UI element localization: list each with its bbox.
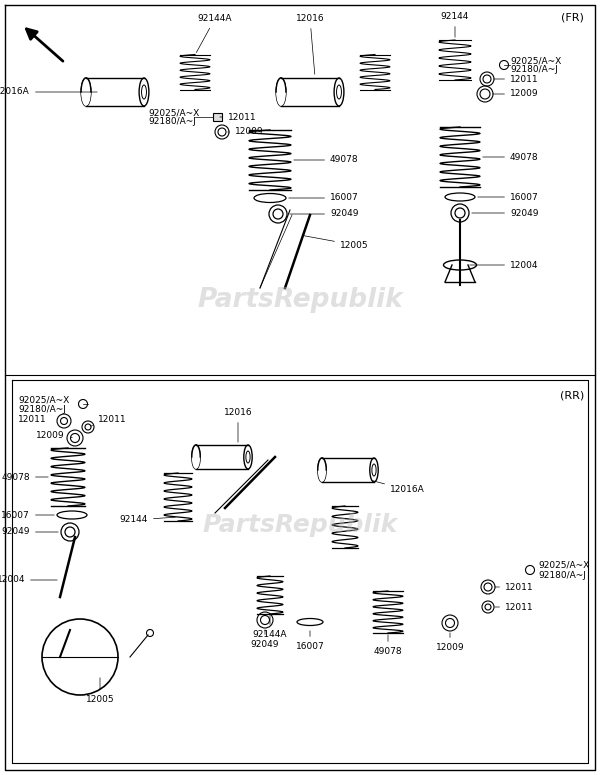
Ellipse shape bbox=[192, 445, 200, 469]
Text: 12011: 12011 bbox=[494, 74, 539, 84]
Ellipse shape bbox=[244, 445, 252, 469]
Text: 49078: 49078 bbox=[483, 153, 539, 161]
Text: 12011: 12011 bbox=[91, 415, 127, 426]
Text: 92180/A~J: 92180/A~J bbox=[18, 405, 66, 414]
Ellipse shape bbox=[81, 78, 91, 106]
Text: 92180/A~J: 92180/A~J bbox=[510, 66, 558, 74]
Ellipse shape bbox=[192, 445, 200, 469]
Text: 12011: 12011 bbox=[220, 112, 257, 122]
Text: 49078: 49078 bbox=[1, 473, 48, 481]
Ellipse shape bbox=[370, 458, 378, 482]
Text: (RR): (RR) bbox=[560, 390, 584, 400]
Text: 92049: 92049 bbox=[290, 209, 359, 219]
Text: 12011: 12011 bbox=[495, 583, 533, 591]
Text: 16007: 16007 bbox=[289, 194, 359, 202]
Text: 12009: 12009 bbox=[228, 128, 263, 136]
Text: 12009: 12009 bbox=[37, 430, 72, 439]
Text: 92049: 92049 bbox=[472, 208, 539, 218]
Text: 92144: 92144 bbox=[119, 515, 175, 525]
Ellipse shape bbox=[276, 78, 286, 106]
Text: 92144: 92144 bbox=[441, 12, 469, 37]
Text: 12016: 12016 bbox=[224, 408, 253, 443]
Text: PartsRepublik: PartsRepublik bbox=[202, 513, 398, 537]
Ellipse shape bbox=[318, 458, 326, 482]
Text: 12004: 12004 bbox=[470, 260, 539, 270]
Text: 12005: 12005 bbox=[303, 236, 368, 250]
Text: 12011: 12011 bbox=[495, 602, 533, 611]
Text: 92025/A~X: 92025/A~X bbox=[18, 395, 69, 405]
Text: 12005: 12005 bbox=[86, 678, 115, 704]
Ellipse shape bbox=[81, 78, 91, 106]
Text: 92025/A~X: 92025/A~X bbox=[510, 57, 561, 66]
Text: 12016A: 12016A bbox=[0, 88, 97, 97]
Text: 16007: 16007 bbox=[296, 631, 325, 651]
Text: 92025/A~X: 92025/A~X bbox=[538, 560, 589, 570]
Text: 12009: 12009 bbox=[436, 632, 464, 652]
Text: 49078: 49078 bbox=[294, 156, 359, 164]
Text: 12016A: 12016A bbox=[373, 480, 425, 494]
Text: 49078: 49078 bbox=[374, 635, 403, 656]
Text: 92049: 92049 bbox=[251, 630, 279, 649]
Ellipse shape bbox=[139, 78, 149, 106]
Text: 92144A: 92144A bbox=[253, 615, 287, 639]
Text: 92180/A~J: 92180/A~J bbox=[538, 570, 586, 580]
Text: PartsRepublik: PartsRepublik bbox=[197, 287, 403, 313]
Text: 12004: 12004 bbox=[0, 576, 57, 584]
Ellipse shape bbox=[318, 458, 326, 482]
Text: 12016: 12016 bbox=[296, 14, 325, 74]
Text: 16007: 16007 bbox=[478, 192, 539, 202]
Ellipse shape bbox=[276, 78, 286, 106]
Text: 92049: 92049 bbox=[1, 528, 58, 536]
Text: 12009: 12009 bbox=[493, 89, 539, 98]
Text: 92144A: 92144A bbox=[196, 14, 232, 53]
Text: 16007: 16007 bbox=[1, 511, 54, 519]
Text: 92025/A~X: 92025/A~X bbox=[148, 109, 199, 118]
Text: (FR): (FR) bbox=[560, 13, 583, 23]
Text: 92180/A~J: 92180/A~J bbox=[148, 118, 196, 126]
Text: 12011: 12011 bbox=[18, 415, 47, 423]
Ellipse shape bbox=[334, 78, 344, 106]
Bar bbox=[213, 113, 222, 121]
